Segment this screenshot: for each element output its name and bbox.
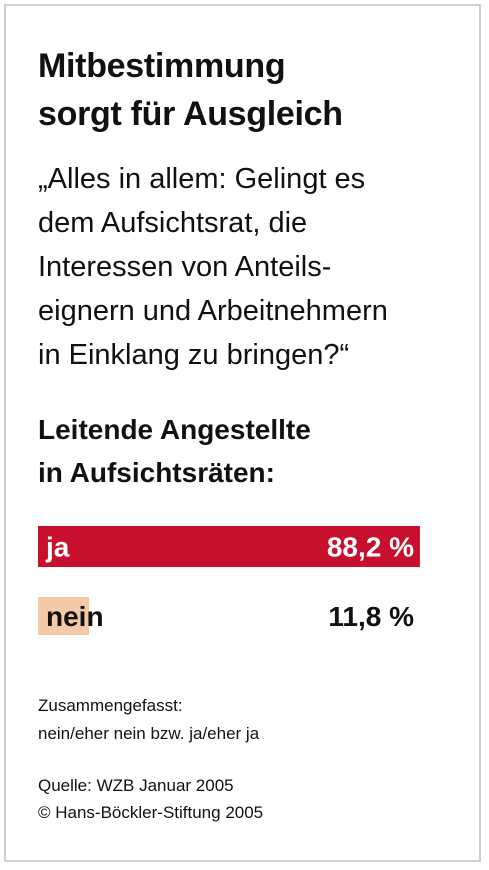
chart-subtitle: Leitende Angestellte in Aufsichtsräten: xyxy=(38,408,458,494)
footnote-line: nein/eher nein bzw. ja/eher ja xyxy=(38,724,260,743)
chart-title: Mitbestimmung sorgt für Ausgleich xyxy=(38,42,458,138)
footnote-line: Zusammengefasst: xyxy=(38,696,183,715)
survey-question: „Alles in allem: Gelingt es dem Aufsicht… xyxy=(38,157,478,377)
survey-question-line: in Einklang zu bringen?“ xyxy=(38,339,350,371)
copyright-line: © Hans-Böckler-Stiftung 2005 xyxy=(38,803,264,822)
source-line: Quelle: WZB Januar 2005 xyxy=(38,776,234,795)
chart-subtitle-line: Leitende Angestellte xyxy=(38,414,311,445)
survey-question-line: Interessen von Anteils- xyxy=(38,251,332,283)
survey-question-line: eignern und Arbeitnehmern xyxy=(38,295,388,327)
chart-subtitle-line: in Aufsichtsräten: xyxy=(38,457,275,488)
chart-title-line: sorgt für Ausgleich xyxy=(38,95,343,133)
chart-title-line: Mitbestimmung xyxy=(38,47,286,85)
survey-question-line: „Alles in allem: Gelingt es xyxy=(38,163,366,195)
figure-frame xyxy=(4,4,481,862)
source-credit: Quelle: WZB Januar 2005 © Hans-Böckler-S… xyxy=(38,772,458,826)
footnote: Zusammengefasst: nein/eher nein bzw. ja/… xyxy=(38,692,458,748)
survey-question-line: dem Aufsichtsrat, die xyxy=(38,207,308,239)
